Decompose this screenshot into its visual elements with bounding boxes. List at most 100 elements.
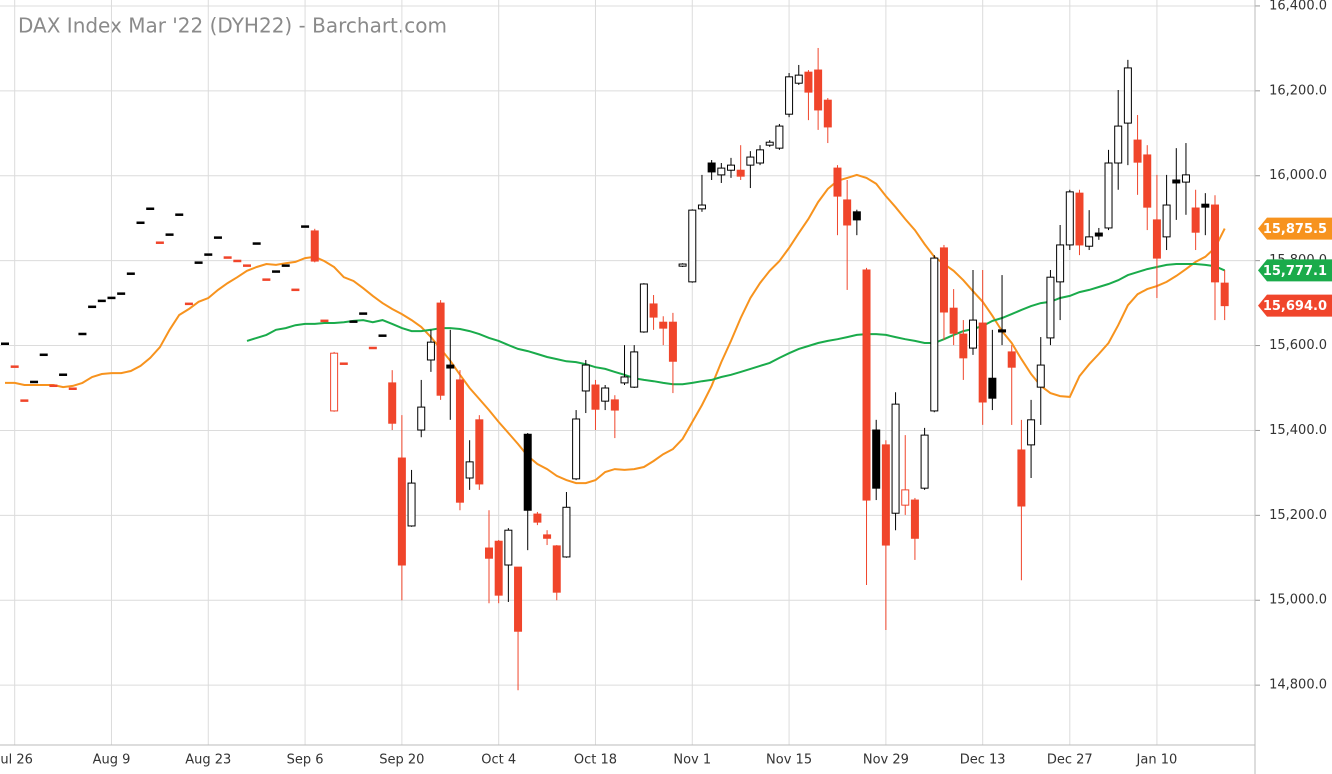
x-tick-label: Dec 27	[1047, 753, 1093, 768]
candle-body	[939, 247, 948, 313]
price-marker-label: 15,694.0	[1263, 299, 1327, 314]
candle-body	[872, 429, 881, 489]
x-tick-label: Aug 23	[185, 753, 231, 768]
candle-body	[1181, 174, 1190, 183]
candle-body	[756, 149, 765, 164]
candle-body	[1085, 236, 1094, 247]
candle-body	[494, 540, 503, 596]
candle-body	[591, 384, 600, 410]
candle-body	[552, 545, 561, 593]
candle-body	[746, 156, 755, 166]
candle-body	[823, 99, 832, 128]
candle-body	[310, 230, 319, 262]
candle-body	[330, 352, 339, 412]
candle-body	[601, 387, 610, 402]
x-tick-label: Aug 9	[93, 753, 131, 768]
candle-body	[339, 362, 348, 365]
candle-body	[243, 264, 251, 267]
candle-body	[765, 141, 774, 146]
candle-body	[485, 547, 493, 559]
candle-body	[543, 534, 552, 539]
y-tick-label: 16,200.0	[1269, 83, 1327, 98]
candle-body	[523, 433, 532, 511]
candle-body	[727, 164, 735, 171]
candle-body	[1056, 244, 1065, 283]
candle-body	[446, 364, 455, 369]
candle-body	[910, 499, 919, 539]
candle-body	[881, 444, 890, 546]
x-tick-label: Sep 20	[379, 753, 424, 768]
y-tick-label: 14,800.0	[1269, 678, 1327, 693]
ma-line	[5, 173, 1226, 485]
candle-body	[436, 302, 445, 396]
candle-body	[146, 207, 155, 211]
candle-body	[1143, 154, 1152, 208]
candle-body	[1046, 276, 1055, 339]
candle-body	[88, 305, 97, 309]
candle-body	[252, 242, 261, 245]
candle-body	[785, 76, 794, 115]
candle-body	[901, 489, 910, 506]
candle-body	[349, 320, 358, 323]
candle-body	[920, 434, 929, 489]
candle-body	[165, 233, 174, 236]
candle-body	[1220, 282, 1229, 307]
candle-body	[368, 346, 377, 350]
candle-body	[562, 506, 571, 558]
candle-body	[272, 270, 281, 273]
candle-body	[97, 299, 106, 303]
candle-body	[223, 256, 232, 259]
candle-body	[1104, 162, 1113, 229]
y-tick-label: 15,000.0	[1269, 593, 1327, 608]
price-marker-label: 15,777.1	[1263, 264, 1327, 279]
candle-body	[949, 307, 958, 334]
candle-body	[794, 74, 803, 84]
candle-body	[1133, 139, 1142, 163]
candle-body	[107, 296, 116, 300]
grid	[0, 0, 1255, 745]
x-tick-label: Dec 13	[960, 753, 1006, 768]
x-tick-label: Jan 10	[1136, 753, 1178, 768]
candle-body	[455, 379, 464, 503]
candle-body	[213, 236, 222, 239]
x-tick-label: Nov 29	[863, 753, 909, 768]
candle-body	[59, 373, 68, 376]
candle-body	[736, 169, 745, 177]
price-marker-label: 15,875.5	[1263, 222, 1327, 237]
candle-body	[117, 292, 126, 295]
y-tick-label: 16,400.0	[1269, 0, 1327, 13]
candle-body	[1017, 449, 1026, 507]
candle-body	[707, 162, 716, 173]
candle-body	[1114, 125, 1123, 164]
y-tick-label: 15,600.0	[1269, 338, 1327, 353]
x-tick-label: Oct 4	[481, 753, 516, 768]
candle-body	[78, 332, 87, 336]
candle-body	[1, 342, 9, 345]
candle-body	[39, 353, 48, 357]
candle-body	[417, 406, 426, 431]
candle-body	[581, 364, 590, 392]
candle-body	[49, 384, 58, 388]
candle-body	[301, 225, 310, 228]
candle-body	[814, 69, 823, 111]
x-tick-label: Oct 18	[574, 753, 617, 768]
candle-body	[407, 482, 416, 527]
candle-body	[978, 322, 987, 403]
candle-body	[862, 269, 871, 501]
candle-body	[1075, 192, 1084, 246]
candle-body	[126, 272, 135, 275]
candle-body	[291, 288, 300, 292]
price-marker	[1258, 294, 1332, 317]
candle-body	[1007, 351, 1016, 368]
candle-body	[1036, 364, 1045, 388]
candle-body	[717, 167, 726, 176]
candle-body	[184, 302, 193, 306]
candle-body	[1123, 67, 1132, 124]
candle-body	[20, 399, 29, 402]
candle-body	[233, 259, 242, 263]
price-marker	[1258, 259, 1332, 282]
candle-body	[1027, 419, 1036, 446]
candle-body	[475, 419, 484, 485]
candle-body	[775, 125, 784, 149]
candle-body	[668, 321, 677, 362]
